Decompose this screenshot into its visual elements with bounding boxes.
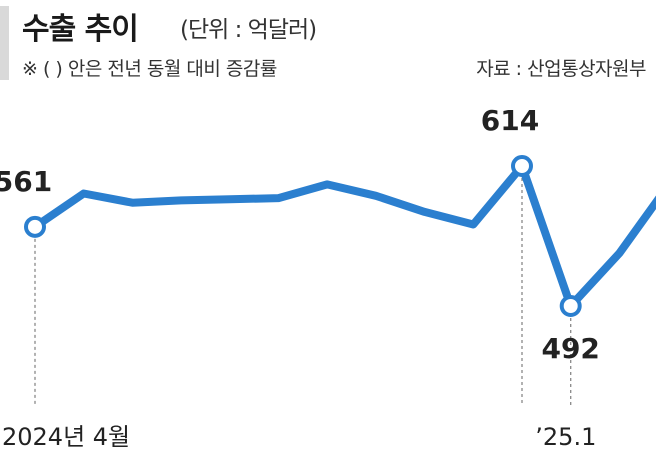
data-point-marker xyxy=(511,155,533,177)
chart-title: 수출 추이 xyxy=(22,12,139,47)
unit-label: (단위 : 억달러) xyxy=(180,17,317,43)
data-label: 492 xyxy=(541,332,599,365)
data-point-marker xyxy=(559,295,582,317)
data-point-marker xyxy=(24,215,46,238)
series-line xyxy=(31,162,656,310)
x-tick-label: 2024년 4월 xyxy=(2,423,130,451)
data-label: 561 xyxy=(0,165,52,198)
x-tick-label: ’25.1 xyxy=(535,423,596,451)
source-label: 자료 : 산업통상자원부 xyxy=(476,58,646,80)
footnote: ※ ( ) 안은 전년 동월 대비 증감률 xyxy=(22,58,277,80)
title-accent-bar xyxy=(0,6,9,80)
data-label: 614 xyxy=(481,104,539,137)
